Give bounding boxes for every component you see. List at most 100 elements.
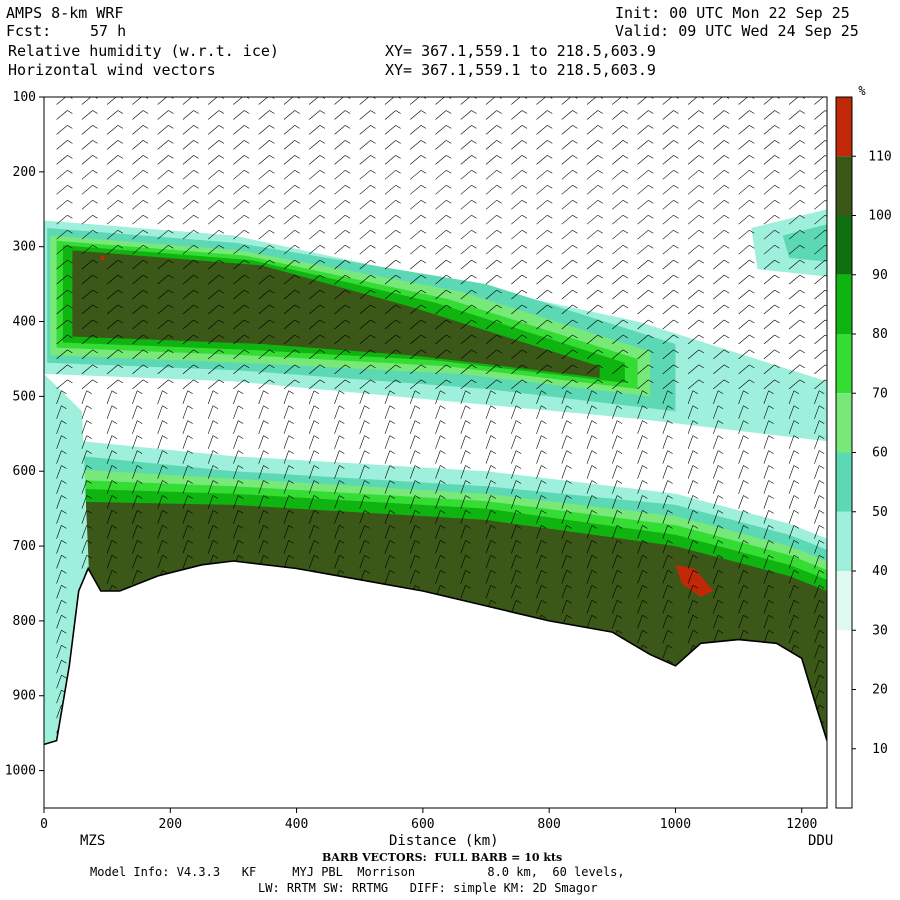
wind-barb-flag	[162, 495, 168, 499]
wind-barb-flag	[345, 229, 351, 234]
wind-barb	[283, 244, 295, 255]
wind-barb-flag	[471, 140, 477, 144]
wind-barb	[106, 420, 113, 434]
wind-barb	[384, 244, 396, 255]
wind-barb	[132, 97, 144, 105]
wind-barb	[258, 155, 270, 165]
wind-barb	[208, 200, 220, 210]
wind-barb-flag	[142, 170, 149, 174]
rh-supersaturated-patch	[675, 564, 714, 597]
wind-barb-flag	[244, 200, 250, 204]
wind-barb	[81, 214, 93, 225]
wind-barb	[208, 97, 220, 105]
wind-barb-flag	[774, 274, 780, 279]
wind-barb	[511, 200, 523, 210]
wind-barb-flag	[673, 274, 679, 279]
wind-barb	[233, 525, 239, 539]
wind-barb-flag	[117, 289, 124, 294]
wind-barb-flag	[673, 200, 679, 204]
wind-barb-flag	[244, 110, 250, 114]
wind-barb	[384, 110, 396, 120]
wind-barb	[106, 170, 119, 180]
wind-barb-flag	[521, 155, 528, 159]
wind-barb	[637, 465, 643, 479]
wind-barb-flag	[339, 465, 345, 469]
wind-barb	[106, 540, 113, 554]
wind-barb	[359, 274, 371, 285]
wind-barb-flag	[648, 229, 654, 234]
wind-barb	[359, 525, 365, 539]
wind-barb	[536, 274, 548, 285]
wind-barb	[81, 200, 93, 210]
wind-barb	[233, 274, 245, 285]
wind-barb-flag	[168, 200, 174, 204]
wind-barb	[460, 125, 472, 135]
wind-barb	[359, 540, 365, 554]
wind-barb	[157, 495, 163, 509]
wind-barb	[283, 405, 289, 419]
wind-barb	[713, 185, 725, 195]
wind-barb-flag	[698, 125, 704, 129]
wind-barb	[612, 155, 624, 165]
wind-barb	[536, 170, 548, 180]
wind-barb-flag	[212, 525, 219, 529]
wind-barb	[662, 420, 668, 434]
wind-barb-flag	[345, 244, 351, 249]
wind-barb	[233, 200, 245, 210]
wind-barb-flag	[92, 274, 98, 279]
wind-barb	[409, 435, 416, 449]
wind-barb-flag	[339, 510, 345, 514]
wind-barb-flag	[698, 140, 704, 144]
wind-barb-flag	[673, 319, 679, 324]
wind-barb-flag	[67, 304, 73, 309]
wind-barb-flag	[496, 244, 502, 249]
wind-barb-flag	[187, 405, 193, 409]
wind-barb	[788, 200, 800, 210]
wind-barb	[359, 170, 371, 180]
wind-barb	[182, 465, 188, 479]
wind-barb	[713, 259, 725, 270]
wind-barb	[814, 125, 826, 135]
wind-barb	[334, 379, 346, 390]
wind-barb-flag	[819, 495, 825, 499]
wind-barb	[106, 125, 119, 135]
wind-barb-flag	[218, 319, 225, 324]
wind-barb-flag	[749, 214, 755, 219]
wind-barb	[536, 200, 548, 210]
wind-barb	[258, 214, 270, 225]
wind-barb	[182, 349, 194, 360]
wind-barb	[738, 185, 750, 195]
colorbar-unit: %	[858, 84, 866, 98]
wind-barb-flag	[698, 170, 704, 174]
wind-barb-flag	[92, 229, 98, 234]
wind-barb	[384, 525, 391, 539]
wind-barb	[56, 630, 62, 644]
wind-barb	[334, 229, 346, 240]
physics-info: LW: RRTM SW: RRTMG DIFF: simple KM: 2D S…	[258, 881, 598, 895]
wind-barb	[384, 465, 391, 479]
wind-barb	[410, 155, 422, 165]
wind-barb-flag	[774, 304, 780, 309]
wind-barb	[208, 304, 220, 315]
wind-barb-flag	[420, 155, 427, 159]
wind-barb-flag	[723, 259, 730, 264]
wind-barb-flag	[471, 229, 477, 234]
wind-barb-flag	[168, 259, 174, 264]
wind-barb	[511, 244, 523, 255]
model-title: AMPS 8-km WRF	[6, 4, 124, 22]
wind-barb	[435, 155, 447, 165]
wind-barb-flag	[269, 289, 275, 294]
wind-barb	[662, 465, 668, 479]
wind-barb-flag	[446, 229, 452, 234]
wind-barb	[207, 525, 214, 539]
wind-barb-flag	[263, 555, 269, 559]
wind-barb-flag	[137, 510, 143, 514]
colorbar-label: 20	[872, 683, 888, 698]
wind-barb	[460, 155, 472, 165]
wind-barb	[56, 319, 68, 330]
wind-barb-flag	[218, 200, 225, 204]
wind-barb-flag	[490, 465, 496, 469]
wind-barb-flag	[389, 465, 395, 469]
wind-barb-flag	[294, 140, 300, 144]
wind-barb-flag	[193, 140, 199, 144]
